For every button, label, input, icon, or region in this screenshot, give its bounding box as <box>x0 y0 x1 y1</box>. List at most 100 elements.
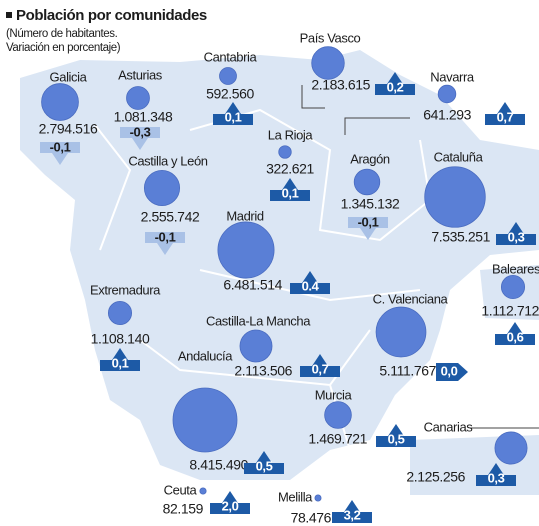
change-arrow <box>376 424 416 447</box>
population-bubble <box>219 67 237 85</box>
population-bubble <box>424 166 486 228</box>
change-arrow <box>375 72 415 95</box>
change-arrow <box>485 102 525 125</box>
change-label: -0,1 <box>155 229 176 244</box>
change-arrow <box>348 217 388 240</box>
region-name: Navarra <box>430 69 475 84</box>
change-label: 0,6 <box>507 329 524 344</box>
population-label: 641.293 <box>423 107 471 123</box>
region-name: Baleares <box>492 261 539 276</box>
population-bubble <box>375 306 427 358</box>
population-label: 2.113.506 <box>234 363 292 379</box>
change-arrow <box>270 178 310 201</box>
population-label: 1.081.348 <box>114 109 173 125</box>
population-bubble <box>143 169 181 207</box>
region-name: Extremadura <box>90 282 161 297</box>
population-label: 2.794.516 <box>39 121 98 137</box>
population-bubble <box>239 329 273 363</box>
leader-lines <box>301 85 539 429</box>
change-label: 0,5 <box>388 431 405 446</box>
population-bubble <box>199 487 207 495</box>
subtitle: Variación en porcentaje) <box>6 42 121 54</box>
change-label: 3,2 <box>344 507 361 522</box>
population-label: 1.112.712 <box>481 303 539 319</box>
change-label: 0,7 <box>312 361 329 376</box>
population-bubble <box>437 84 457 104</box>
change-label: 2,0 <box>222 498 239 513</box>
population-bubble <box>172 387 238 453</box>
change-label: 0.4 <box>302 278 320 293</box>
region-name: Melilla <box>278 489 313 504</box>
land <box>20 50 539 480</box>
population-label: 2.183.615 <box>311 77 370 93</box>
region-name: Canarias <box>424 419 474 434</box>
region-name: C. Valenciana <box>373 291 449 306</box>
change-arrow <box>210 491 250 514</box>
change-label: 0,2 <box>387 79 404 94</box>
population-bubble <box>324 401 352 429</box>
population-bubble <box>126 86 150 110</box>
population-bubble <box>314 494 322 502</box>
region-name: Murcia <box>315 387 353 402</box>
change-arrow <box>290 271 330 294</box>
title: Población por comunidades <box>16 7 207 24</box>
change-label: 0,1 <box>112 355 129 370</box>
population-label: 1.108.140 <box>91 331 150 347</box>
region-name: La Rioja <box>268 127 314 142</box>
change-arrow <box>496 222 536 245</box>
population-label: 592.560 <box>206 86 254 102</box>
region-name: Andalucía <box>178 348 233 363</box>
population-label: 8.415.490 <box>189 457 248 473</box>
region-name: Castilla y León <box>128 153 207 168</box>
change-label: -0,3 <box>130 124 151 139</box>
region-name: Castilla-La Mancha <box>206 313 311 328</box>
population-bubble <box>107 300 133 326</box>
change-arrow <box>476 463 516 486</box>
change-arrow <box>120 127 160 150</box>
population-label: 2.555.742 <box>141 209 200 225</box>
population-label: 5.111.767 <box>379 363 436 379</box>
population-label: 2.125.256 <box>406 469 465 485</box>
change-arrow <box>40 142 80 165</box>
change-label: -0,1 <box>358 214 379 229</box>
region-name: Cantabria <box>204 49 258 64</box>
change-arrow <box>300 354 340 377</box>
change-arrow <box>244 451 284 474</box>
change-arrow <box>145 232 185 255</box>
change-arrow <box>332 500 372 523</box>
region-name: País Vasco <box>300 30 361 45</box>
change-arrow <box>213 102 253 125</box>
change-label: 0,7 <box>497 109 514 124</box>
population-bubble <box>311 46 345 80</box>
region-name: Madrid <box>226 208 264 223</box>
change-arrow <box>100 348 140 371</box>
population-bubble <box>500 274 526 300</box>
population-label: 78.476 <box>291 510 332 526</box>
region-name: Galicia <box>50 69 88 84</box>
population-label: 1.469.721 <box>308 431 367 447</box>
change-label: 0,3 <box>488 470 505 485</box>
population-label: 82.159 <box>163 501 204 517</box>
population-label: 6.481.514 <box>223 277 282 293</box>
population-bubble <box>217 221 275 279</box>
change-arrow <box>495 322 535 345</box>
region-name: Asturias <box>118 67 163 82</box>
region-name: Cataluña <box>434 149 484 164</box>
change-label: 0,1 <box>282 185 299 200</box>
population-bubble <box>353 168 381 196</box>
region-name: Aragón <box>350 151 390 166</box>
change-label: 0,0 <box>441 363 458 378</box>
population-bubble <box>41 83 79 121</box>
change-label: 0,3 <box>508 229 525 244</box>
population-label: 322.621 <box>266 161 314 177</box>
change-label: -0,1 <box>50 139 71 154</box>
change-label: 0,5 <box>256 458 273 473</box>
region-borders <box>94 108 432 451</box>
change-arrow <box>436 363 468 381</box>
title-bullet <box>6 12 12 18</box>
population-bubble <box>494 431 528 465</box>
population-bubble <box>278 145 292 159</box>
subtitle: (Número de habitantes. <box>6 28 118 40</box>
population-label: 1.345.132 <box>341 196 400 212</box>
